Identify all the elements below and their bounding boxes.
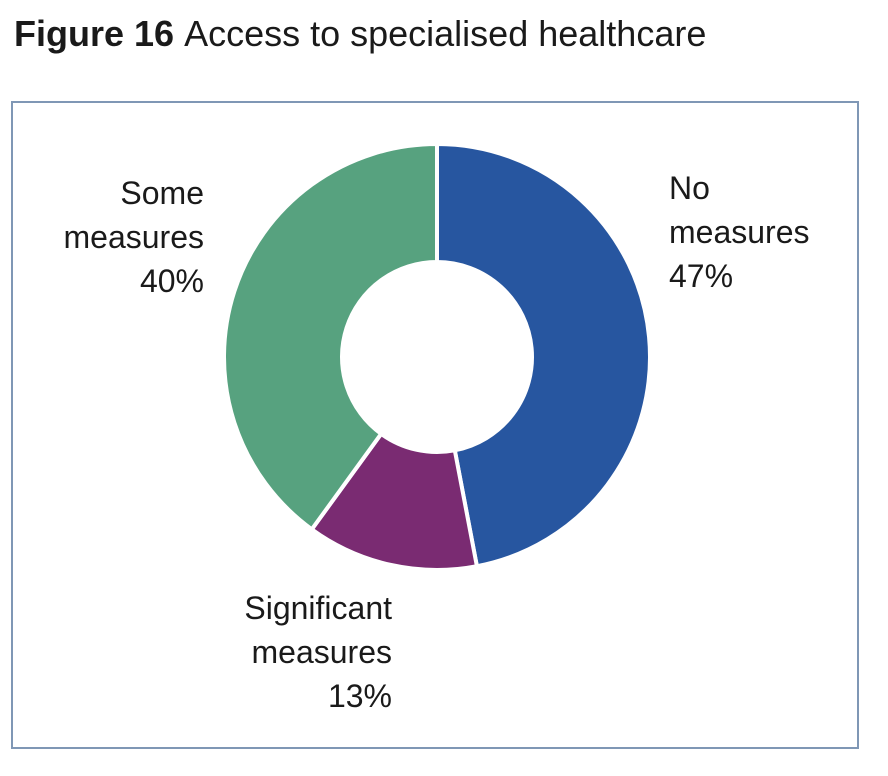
label-no-measures: No measures 47% (669, 166, 810, 298)
slice-some-measures (222, 141, 439, 533)
label-some-measures-line-1: Some (120, 175, 204, 211)
label-significant-measures-line-1: Significant (244, 590, 392, 626)
label-significant-measures-value: 13% (327, 678, 392, 714)
label-some-measures: Some measures 40% (64, 171, 205, 303)
label-no-measures-line-2: measures (669, 214, 810, 250)
label-significant-measures-line-2: measures (251, 634, 393, 670)
label-some-measures-value: 40% (139, 263, 204, 299)
chart-frame (11, 101, 859, 749)
slice-significant-measures (309, 431, 480, 572)
slice-no-measures (435, 141, 652, 569)
label-no-measures-line-1: No (669, 170, 710, 206)
figure-number: Figure 16 (14, 13, 175, 54)
label-some-measures-line-2: measures (63, 219, 205, 255)
label-significant-measures: Significant measures 13% (244, 586, 392, 718)
figure-title: Figure 16 Access to specialised healthcar… (14, 12, 706, 56)
figure-caption: Access to specialised healthcare (184, 13, 707, 54)
label-no-measures-value: 47% (669, 258, 734, 294)
